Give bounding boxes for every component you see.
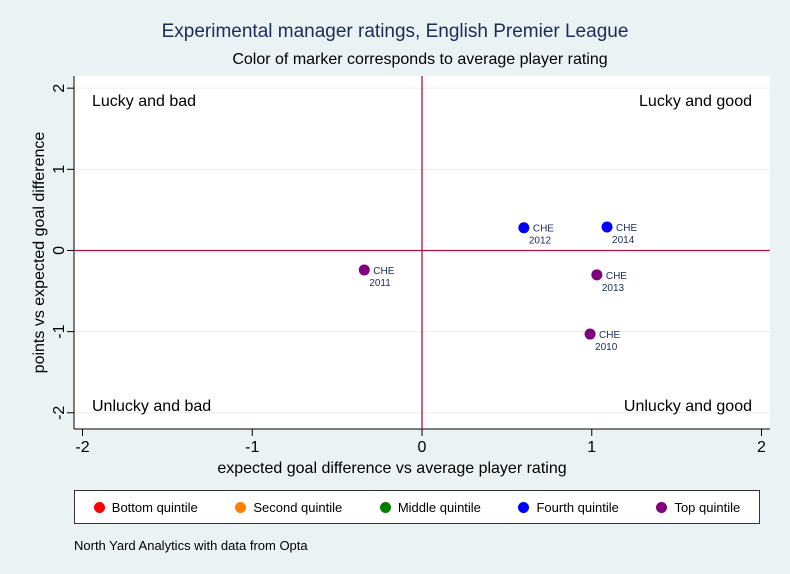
legend-item-middle-quintile: Middle quintile — [379, 499, 481, 515]
chart-title: Experimental manager ratings, English Pr… — [161, 21, 629, 42]
legend-marker-middle — [379, 501, 391, 513]
legend-label: Top quintile — [674, 499, 741, 515]
quadrant-label-bottom-right: Unlucky and good — [624, 398, 752, 415]
legend-item-second-quintile: Second quintile — [235, 500, 342, 515]
legend-label: Bottom quintile — [111, 499, 198, 515]
x-tick-label: 0 — [418, 439, 427, 456]
point-label-season: 2011 — [369, 278, 391, 289]
point-label-team: CHE — [373, 266, 394, 277]
quadrant-label-bottom-left: Unlucky and bad — [92, 398, 211, 415]
x-tick-label: 2 — [757, 439, 766, 456]
point-label-team: CHE — [616, 223, 637, 234]
legend-marker-top — [656, 501, 668, 513]
legend-label: Second quintile — [253, 499, 343, 515]
point-label-season: 2012 — [529, 236, 552, 247]
quadrant-label-top-left: Lucky and bad — [92, 93, 196, 110]
legend-item-bottom-quintile: Bottom quintile — [93, 499, 198, 515]
x-tick-label: 1 — [587, 439, 596, 456]
legend-marker-bottom — [93, 501, 105, 513]
point-label-season: 2010 — [595, 342, 618, 353]
chart-subtitle: Color of marker corresponds to average p… — [232, 51, 608, 68]
legend-item-fourth-quintile: Fourth quintile — [518, 499, 619, 515]
x-axis-title: expected goal difference vs average play… — [217, 460, 566, 477]
y-tick-label: 1 — [51, 165, 68, 174]
legend-marker-fourth — [518, 501, 530, 513]
point-label-season: 2014 — [612, 235, 635, 246]
legend-label: Middle quintile — [397, 499, 481, 515]
point-label-team: CHE — [599, 330, 620, 341]
point-label-season: 2013 — [602, 283, 625, 294]
scatter-chart: -2 -1 0 1 2 -2 -1 0 1 2 expected goal difference v… — [31, 76, 770, 477]
data-point — [584, 328, 596, 340]
point-label-team: CHE — [606, 271, 627, 282]
y-tick-label: 2 — [51, 84, 68, 93]
data-point — [591, 269, 603, 281]
legend: Bottom quintile Second quintile Middle q… — [74, 490, 760, 524]
data-point — [518, 222, 530, 234]
quadrant-label-top-right: Lucky and good — [639, 93, 752, 110]
y-tick-label: 0 — [51, 246, 68, 255]
y-tick-label: -1 — [51, 324, 68, 338]
point-label-team: CHE — [533, 224, 554, 235]
data-point — [601, 221, 613, 233]
y-tick-label: -2 — [51, 406, 68, 420]
y-axis-title: points vs expected goal difference — [31, 132, 48, 374]
legend-marker-second — [235, 501, 247, 513]
legend-item-top-quintile: Top quintile — [656, 500, 740, 515]
x-tick-label: -1 — [245, 439, 259, 456]
data-point — [358, 264, 370, 276]
x-tick-label: -2 — [75, 439, 89, 456]
legend-label: Fourth quintile — [536, 499, 619, 515]
source-note: North Yard Analytics with data from Opta — [74, 538, 308, 553]
